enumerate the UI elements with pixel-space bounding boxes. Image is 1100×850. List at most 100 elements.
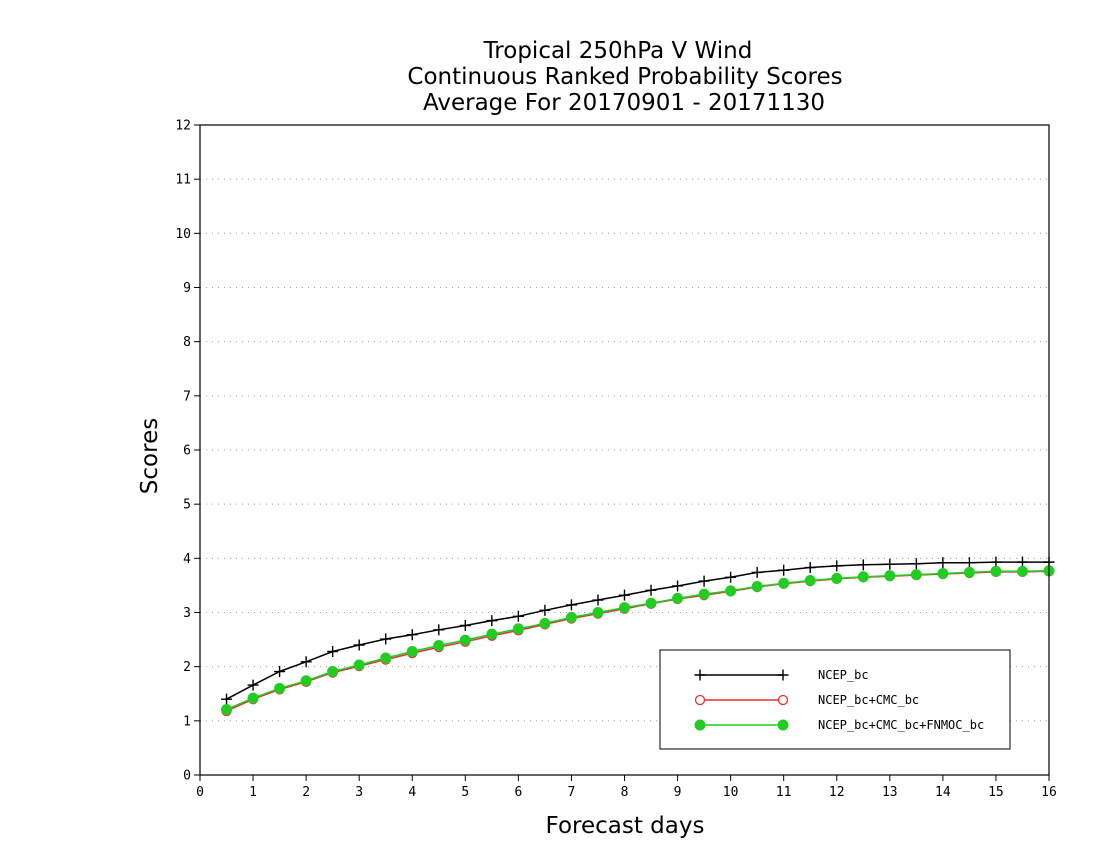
data-point bbox=[353, 659, 365, 671]
data-point bbox=[327, 646, 339, 657]
x-tick-label: 11 bbox=[776, 785, 792, 800]
data-point bbox=[486, 628, 498, 640]
data-point bbox=[512, 610, 524, 622]
legend-marker bbox=[694, 719, 706, 731]
y-tick-label: 1 bbox=[183, 714, 191, 729]
series-2 bbox=[221, 565, 1055, 715]
x-tick-label: 7 bbox=[568, 785, 576, 800]
legend-marker bbox=[777, 694, 789, 706]
x-tick-label: 4 bbox=[408, 785, 416, 800]
y-tick-label: 10 bbox=[175, 227, 191, 242]
data-point bbox=[1016, 565, 1028, 577]
data-point bbox=[672, 592, 684, 604]
data-point bbox=[857, 571, 869, 583]
data-point bbox=[831, 572, 843, 584]
y-tick-label: 2 bbox=[183, 660, 191, 675]
data-point bbox=[778, 564, 790, 576]
x-tick-label: 13 bbox=[882, 785, 898, 800]
series-0 bbox=[221, 556, 1055, 705]
x-tick-label: 5 bbox=[461, 785, 469, 800]
legend-label: NCEP_bc bbox=[818, 668, 869, 682]
data-point bbox=[963, 557, 975, 569]
x-tick-label: 10 bbox=[723, 785, 739, 800]
data-point bbox=[274, 682, 286, 694]
x-axis-label: Forecast days bbox=[546, 813, 705, 839]
x-tick-label: 6 bbox=[514, 785, 522, 800]
data-point bbox=[857, 559, 869, 571]
x-tick-label: 12 bbox=[829, 785, 845, 800]
legend-marker bbox=[777, 719, 789, 731]
data-point bbox=[300, 656, 312, 668]
x-tick-label: 1 bbox=[249, 785, 257, 800]
data-point bbox=[353, 639, 365, 651]
data-point bbox=[539, 604, 551, 616]
data-point bbox=[910, 569, 922, 581]
x-tick-label: 2 bbox=[302, 785, 310, 800]
data-point bbox=[565, 599, 577, 611]
data-point bbox=[592, 607, 604, 618]
data-point bbox=[831, 560, 843, 572]
data-point bbox=[778, 577, 790, 589]
data-point bbox=[247, 692, 259, 704]
data-point bbox=[380, 652, 392, 664]
data-point bbox=[406, 629, 418, 641]
y-tick-label: 8 bbox=[183, 335, 191, 350]
data-point bbox=[645, 597, 657, 609]
data-point bbox=[698, 575, 710, 587]
legend-entry-1: NCEP_bc+CMC_bc bbox=[694, 693, 919, 707]
data-point bbox=[221, 693, 233, 705]
legend: NCEP_bc NCEP_bc+CMC_bc NCEP_bc+CMC_bc+FNMO… bbox=[659, 649, 1011, 750]
data-point bbox=[539, 617, 551, 629]
data-point bbox=[459, 620, 471, 631]
data-point bbox=[300, 675, 312, 687]
data-point bbox=[725, 571, 737, 583]
data-point bbox=[486, 615, 498, 627]
y-tick-label: 11 bbox=[175, 173, 191, 188]
data-point bbox=[990, 556, 1002, 568]
data-point bbox=[645, 584, 657, 596]
data-point bbox=[804, 575, 816, 587]
y-tick-label: 7 bbox=[183, 389, 191, 404]
data-point bbox=[990, 565, 1002, 577]
y-tick-label: 9 bbox=[183, 281, 191, 296]
data-point bbox=[672, 580, 684, 592]
data-point bbox=[884, 570, 896, 582]
data-point bbox=[512, 623, 524, 635]
x-tick-label: 3 bbox=[355, 785, 363, 800]
y-axis-label: Scores bbox=[137, 418, 163, 494]
y-tick-label: 4 bbox=[183, 552, 191, 567]
data-point bbox=[274, 666, 286, 678]
legend-entry-0: NCEP_bc bbox=[694, 668, 869, 682]
y-tick-label: 0 bbox=[183, 769, 191, 784]
x-tick-label: 9 bbox=[674, 785, 682, 800]
data-point bbox=[698, 588, 710, 600]
y-tick-label: 5 bbox=[183, 498, 191, 513]
x-tick-label: 15 bbox=[988, 785, 1004, 800]
data-point bbox=[751, 566, 763, 578]
data-point bbox=[1016, 556, 1028, 568]
data-point bbox=[433, 640, 445, 652]
x-tick-label: 14 bbox=[935, 785, 951, 800]
data-point bbox=[910, 558, 922, 570]
data-point bbox=[433, 624, 445, 636]
y-tick-label: 12 bbox=[175, 119, 191, 134]
data-point bbox=[725, 585, 737, 597]
data-point bbox=[804, 562, 816, 574]
data-point bbox=[963, 566, 975, 578]
legend-marker bbox=[694, 669, 706, 681]
y-tick-label: 6 bbox=[183, 444, 191, 459]
data-point bbox=[937, 568, 949, 579]
x-tick-label: 8 bbox=[621, 785, 629, 800]
data-point bbox=[884, 558, 896, 570]
data-point bbox=[327, 666, 339, 678]
legend-marker bbox=[777, 669, 789, 681]
data-point bbox=[565, 611, 577, 623]
legend-entry-2: NCEP_bc+CMC_bc+FNMOC_bc bbox=[694, 718, 984, 732]
legend-label: NCEP_bc+CMC_bc bbox=[818, 693, 919, 707]
data-point bbox=[247, 679, 259, 691]
data-point bbox=[406, 646, 418, 657]
data-point bbox=[380, 633, 392, 645]
data-point bbox=[459, 634, 471, 646]
legend-label: NCEP_bc+CMC_bc+FNMOC_bc bbox=[818, 718, 984, 732]
